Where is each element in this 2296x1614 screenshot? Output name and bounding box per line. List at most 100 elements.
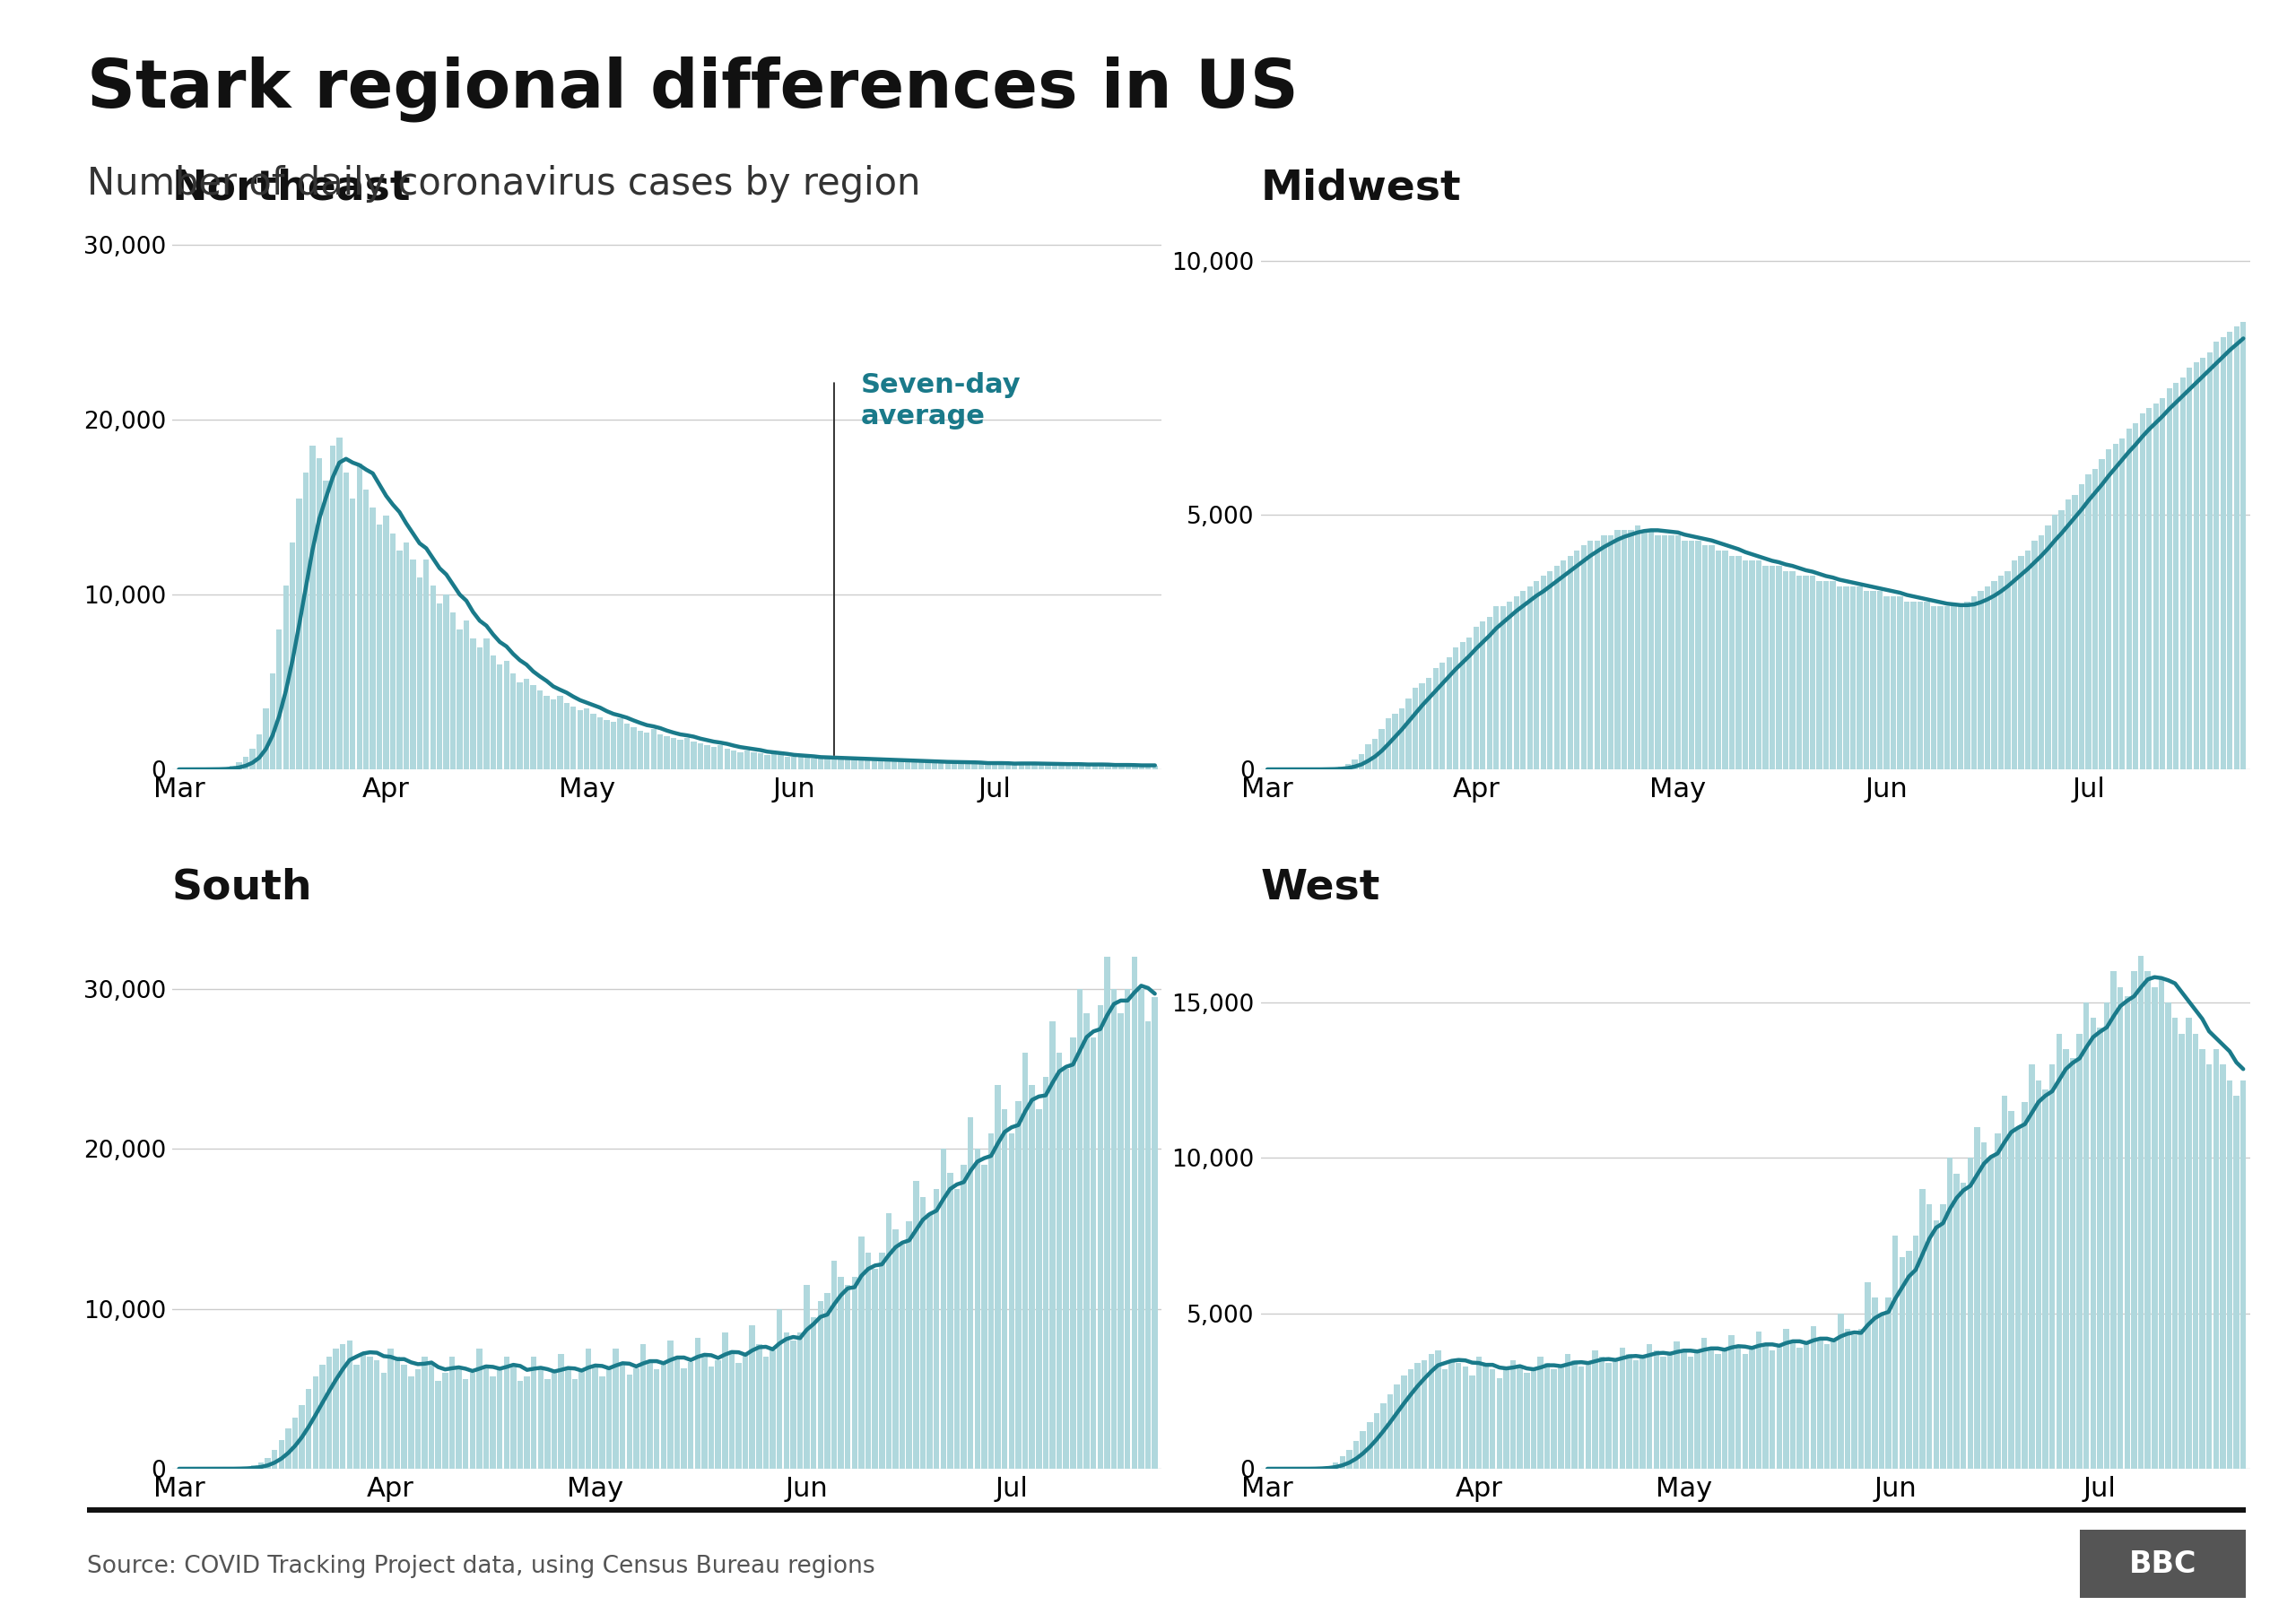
Bar <box>2200 357 2206 770</box>
Bar <box>592 1365 599 1469</box>
Bar <box>443 594 450 770</box>
Bar <box>374 1361 379 1469</box>
Bar <box>436 1382 441 1469</box>
Bar <box>1899 1257 1906 1469</box>
Bar <box>1024 763 1031 770</box>
Bar <box>634 1369 638 1469</box>
Text: Seven-day
average: Seven-day average <box>861 371 1022 429</box>
Bar <box>852 759 856 770</box>
Bar <box>845 757 850 770</box>
Bar <box>744 751 751 770</box>
Bar <box>951 763 957 770</box>
Bar <box>1823 1344 1830 1469</box>
Bar <box>1598 1357 1605 1469</box>
Bar <box>517 681 523 770</box>
Bar <box>872 759 877 770</box>
Bar <box>1407 1369 1414 1469</box>
Bar <box>2151 986 2158 1469</box>
Bar <box>1573 1361 1577 1469</box>
Bar <box>347 1341 354 1469</box>
Bar <box>1339 767 1343 770</box>
Bar <box>1481 621 1486 770</box>
Bar <box>1878 1314 1885 1469</box>
Bar <box>377 525 383 770</box>
Bar <box>558 696 563 770</box>
Bar <box>2131 972 2138 1469</box>
Bar <box>349 499 356 770</box>
Bar <box>1715 1354 1720 1469</box>
Bar <box>2179 1033 2186 1469</box>
Bar <box>2089 1018 2096 1469</box>
Bar <box>1600 536 1607 770</box>
Bar <box>716 1361 721 1469</box>
Bar <box>939 760 944 770</box>
Bar <box>810 1317 817 1469</box>
Bar <box>1782 571 1789 770</box>
Bar <box>838 759 843 770</box>
Bar <box>1743 560 1747 770</box>
Bar <box>1795 576 1802 770</box>
Bar <box>1584 1364 1591 1469</box>
Bar <box>1575 550 1580 770</box>
Bar <box>1947 1157 1952 1469</box>
Bar <box>1708 1348 1713 1469</box>
Bar <box>1770 567 1775 770</box>
Bar <box>696 1338 700 1469</box>
Bar <box>1366 1422 1373 1469</box>
Bar <box>838 1277 845 1469</box>
Bar <box>250 1466 257 1469</box>
Bar <box>1008 1133 1015 1469</box>
Bar <box>1022 1052 1029 1469</box>
Bar <box>2053 515 2057 770</box>
Bar <box>810 759 817 770</box>
Bar <box>964 762 971 770</box>
Bar <box>1816 1338 1823 1469</box>
Bar <box>360 1354 365 1469</box>
Bar <box>1864 1282 1871 1469</box>
Bar <box>1538 1357 1543 1469</box>
Bar <box>1093 763 1097 770</box>
Bar <box>2172 1018 2179 1469</box>
Bar <box>712 747 716 770</box>
Bar <box>310 445 315 770</box>
Bar <box>817 1301 824 1469</box>
Bar <box>383 516 388 770</box>
Bar <box>1837 586 1841 770</box>
Bar <box>1006 763 1010 770</box>
Bar <box>388 1349 393 1469</box>
Bar <box>1072 763 1077 770</box>
Bar <box>2179 378 2186 770</box>
Bar <box>1885 1298 1892 1469</box>
Bar <box>2039 536 2043 770</box>
Bar <box>705 746 709 770</box>
Bar <box>925 762 930 770</box>
Bar <box>1070 1038 1077 1469</box>
Bar <box>1527 586 1534 770</box>
Bar <box>1056 1052 1063 1469</box>
Bar <box>565 1369 572 1469</box>
Bar <box>2193 1033 2197 1469</box>
Bar <box>999 763 1003 770</box>
Bar <box>2096 1028 2103 1469</box>
Bar <box>1554 567 1559 770</box>
Bar <box>1125 765 1132 770</box>
Bar <box>1635 525 1639 770</box>
Bar <box>583 709 590 770</box>
Bar <box>422 1357 427 1469</box>
Bar <box>572 1380 579 1469</box>
Bar <box>2119 439 2126 770</box>
Bar <box>1864 591 1869 770</box>
Bar <box>333 1349 340 1469</box>
Bar <box>471 1374 475 1469</box>
Bar <box>2186 1018 2193 1469</box>
Bar <box>1118 1014 1123 1469</box>
Bar <box>1883 597 1890 770</box>
Bar <box>2105 449 2112 770</box>
Bar <box>698 742 703 770</box>
Bar <box>631 728 636 770</box>
Bar <box>402 1365 406 1469</box>
Text: BBC: BBC <box>2128 1549 2197 1578</box>
Bar <box>1373 739 1378 770</box>
Bar <box>1476 1357 1481 1469</box>
Bar <box>1988 1157 1993 1469</box>
